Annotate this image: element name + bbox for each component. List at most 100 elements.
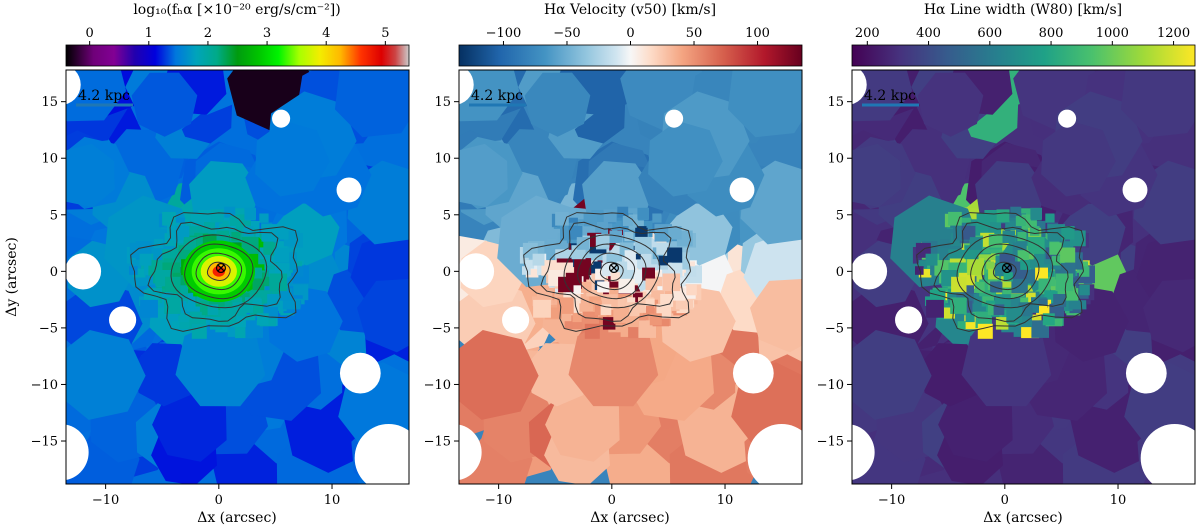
xlabel-flux: Δx (arcsec)	[197, 510, 277, 526]
map-cell-inner	[1020, 208, 1033, 220]
colorbar-ticks-flux: 0 1 2 3 4 5	[86, 26, 389, 45]
map-cell-inner	[1010, 206, 1022, 218]
map-cell-inner	[274, 247, 290, 263]
colorbar-label-flux: log₁₀(fₕα [×10⁻²⁰ erg/s/cm⁻²])	[133, 2, 340, 18]
map-cell-inner	[139, 253, 152, 266]
x-tick-label: 10	[324, 493, 341, 508]
map-cell-inner	[926, 299, 944, 318]
map-cell-inner	[252, 278, 265, 291]
masked-region	[459, 253, 495, 290]
scalebar-label-flux: 4.2 kpc	[78, 88, 130, 104]
map-cell-inner	[234, 297, 243, 306]
map-cell-inner	[210, 209, 224, 223]
masked-region	[336, 177, 362, 203]
map-cell-inner	[925, 253, 938, 266]
map-cell-inner	[613, 306, 630, 323]
map-cell-inner	[915, 266, 924, 275]
y-tick-label: −10	[817, 378, 844, 393]
masked-region	[895, 306, 923, 334]
frame-flux	[65, 69, 410, 485]
y-tick-label: 10	[827, 152, 844, 167]
map-linewidth	[852, 70, 1195, 484]
map-cell	[568, 318, 659, 407]
map-cell-inner	[685, 266, 697, 277]
map-cell-inner	[593, 261, 602, 270]
map-cell	[1120, 70, 1195, 138]
map-cell-inner	[219, 220, 229, 231]
y-tick-label: −5	[39, 321, 58, 336]
map-cell-inner	[1061, 226, 1075, 240]
map-cell	[852, 330, 932, 420]
map-cell-inner	[610, 272, 620, 282]
map-cell-inner	[179, 285, 188, 294]
map-cell	[66, 330, 146, 420]
map-cell-inner	[1015, 216, 1026, 226]
map-cell-inner	[642, 267, 655, 281]
contour-line	[184, 243, 254, 300]
map-cell-inner	[1025, 292, 1036, 303]
map-cell-inner	[636, 226, 647, 236]
map-cell-inner	[967, 258, 985, 276]
map-cell-inner	[220, 298, 232, 310]
map-cell-inner	[600, 304, 612, 316]
map-cell-inner	[253, 305, 262, 315]
map-cell-inner	[668, 226, 682, 240]
y-tick-label: 10	[434, 152, 451, 167]
colorbar-linewidth	[851, 44, 1196, 67]
map-cell-inner	[1006, 298, 1018, 310]
y-tick-label: 15	[827, 95, 844, 110]
colorbar-label-linewidth: Hα Line width (W80) [km/s]	[924, 2, 1122, 18]
colorbar-tick-label: 600	[977, 26, 1002, 41]
map-cell-inner	[229, 216, 240, 226]
map-cell-inner	[522, 266, 531, 275]
map-cell	[357, 279, 409, 353]
map-cell-inner	[1038, 298, 1048, 308]
map-cell-inner	[1070, 270, 1082, 281]
map-cell-inner	[532, 253, 545, 266]
contour-line	[992, 261, 1017, 282]
colorbar-label-velocity: Hα Velocity (v50) [km/s]	[544, 2, 716, 18]
x-tick-label: −10	[92, 493, 119, 508]
contour-line	[933, 221, 1069, 322]
masked-region	[1140, 424, 1195, 484]
map-cell-inner	[263, 242, 276, 255]
masked-region	[502, 306, 530, 334]
map-cell	[1062, 203, 1126, 266]
masked-region	[339, 352, 381, 394]
map-cell-inner	[282, 276, 293, 287]
y-tick-label: −15	[31, 435, 58, 450]
map-cell-inner	[940, 238, 950, 249]
map-cell-inner	[646, 305, 655, 315]
colorbar-tick-label: 4	[322, 26, 330, 41]
map-cell-inner	[1029, 226, 1040, 236]
map-cell-inner	[1060, 247, 1076, 263]
map-cell-inner	[1045, 213, 1055, 223]
map-cell-inner	[243, 226, 254, 236]
map-cell-inner	[632, 292, 643, 303]
map-cell-inner	[986, 261, 995, 270]
colorbar-tick-label: 1200	[1157, 26, 1190, 41]
map-cell-inner	[594, 303, 607, 316]
map-cell	[750, 279, 802, 353]
colorbar-ticks-linewidth: 200 400 600 800 1000 1200	[855, 26, 1190, 45]
map-cell-inner	[252, 298, 262, 308]
contour-line	[577, 243, 647, 300]
masked-region	[1058, 109, 1077, 128]
map-cell-inner	[1030, 207, 1042, 220]
map-cell-inner	[1068, 276, 1079, 287]
map-cell-inner	[580, 281, 592, 293]
map-cell-inner	[993, 304, 1005, 316]
colorbar-tick-label: 200	[855, 26, 880, 41]
map-cell-inner	[1038, 278, 1051, 291]
map-cell-inner	[259, 213, 269, 223]
panel-velocity: Hα Velocity (v50) [km/s] −100 −50 0 50 100 −…	[424, 2, 803, 526]
masked-region	[729, 177, 755, 203]
masked-region	[459, 70, 474, 105]
map-cell-inner	[275, 226, 289, 240]
map-cell-inner	[982, 291, 994, 304]
map-cell-inner	[1035, 267, 1048, 281]
map-cell	[459, 143, 508, 208]
axis-ticks-flux: −10 0 10 15 10 5 0 −5 −10 −15	[31, 95, 341, 508]
masked-region	[66, 253, 102, 290]
map-cell-inner	[162, 211, 176, 226]
